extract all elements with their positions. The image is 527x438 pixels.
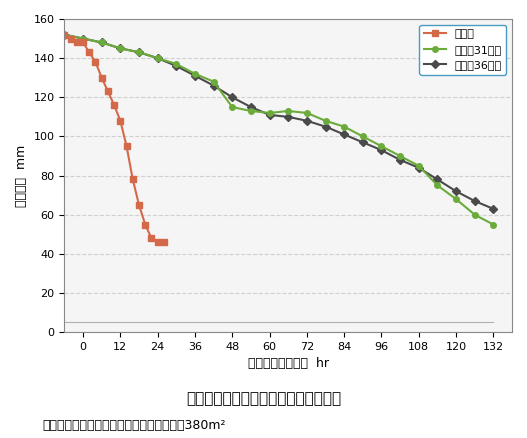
施行後31日目 [359,134,366,139]
施工後36日目 [117,46,123,51]
施行後31日目 [173,61,180,67]
施工前 [130,177,136,182]
施工後36日目 [378,148,385,153]
施行後31日目 [285,108,291,113]
施工後36日目 [210,83,217,88]
施工後36日目 [80,36,86,41]
施行後31日目 [341,124,347,129]
施工前 [154,240,161,245]
施工後36日目 [285,114,291,120]
施行後31日目 [323,118,329,124]
施工後36日目 [359,140,366,145]
施行後31日目 [453,196,459,201]
施工前 [111,102,118,108]
施工前 [136,202,142,208]
施行後31日目 [136,49,142,55]
施工前 [161,240,167,245]
施工後36日目 [472,198,478,204]
施工後36日目 [173,64,180,69]
施行後31日目 [154,56,161,61]
施工前 [67,36,74,41]
Line: 施工前: 施工前 [62,32,167,245]
施工後36日目 [341,132,347,137]
施工後36日目 [192,73,198,78]
施工前 [99,75,105,80]
X-axis label: 湛水後の経過時間  hr: 湛水後の経過時間 hr [248,357,329,371]
施工前 [148,236,154,241]
施工後36日目 [323,124,329,129]
施行後31日目 [397,153,403,159]
Line: 施工後36日目: 施工後36日目 [62,32,496,212]
施工後36日目 [453,189,459,194]
施工後36日目 [490,206,496,212]
施行後31日目 [266,110,272,116]
施工前 [105,89,111,94]
施工後36日目 [61,32,67,37]
施行後31日目 [304,110,310,116]
施工後36日目 [248,104,254,110]
施工前 [74,40,80,45]
施行後31日目 [472,212,478,217]
施工前 [92,60,99,65]
Y-axis label: 田面水位  mm: 田面水位 mm [15,145,28,207]
施行後31日目 [117,46,123,51]
施工後36日目 [136,49,142,55]
施工前 [80,40,86,45]
施行後31日目 [210,79,217,84]
施工前 [123,144,130,149]
施行後31日目 [248,108,254,113]
施工後36日目 [99,40,105,45]
施工後36日目 [397,157,403,162]
施行後31日目 [80,36,86,41]
施工後36日目 [434,177,441,182]
Text: 図２　畦畔改良前後の田面水位の変化: 図２ 畦畔改良前後の田面水位の変化 [186,391,341,406]
施行後31日目 [434,183,441,188]
施工後36日目 [266,112,272,117]
施行後31日目 [61,32,67,37]
施行後31日目 [192,71,198,77]
施工前 [117,118,123,124]
施工前 [142,222,149,227]
施工後36日目 [304,118,310,124]
施行後31日目 [416,163,422,169]
施行後31日目 [229,104,236,110]
Text: 東北タイ天水田，土壌：砂壌土，水田面積380m²: 東北タイ天水田，土壌：砂壌土，水田面積380m² [42,419,226,432]
施行後31日目 [378,144,385,149]
施工前 [86,49,92,55]
施工前 [61,32,67,37]
施工後36日目 [229,95,236,100]
施工後36日目 [416,165,422,170]
Line: 施行後31日目: 施行後31日目 [62,32,496,227]
施工後36日目 [154,56,161,61]
Legend: 施工前, 施行後31日目, 施工後36日目: 施工前, 施行後31日目, 施工後36日目 [419,25,506,74]
施行後31日目 [99,40,105,45]
施行後31日目 [490,222,496,227]
